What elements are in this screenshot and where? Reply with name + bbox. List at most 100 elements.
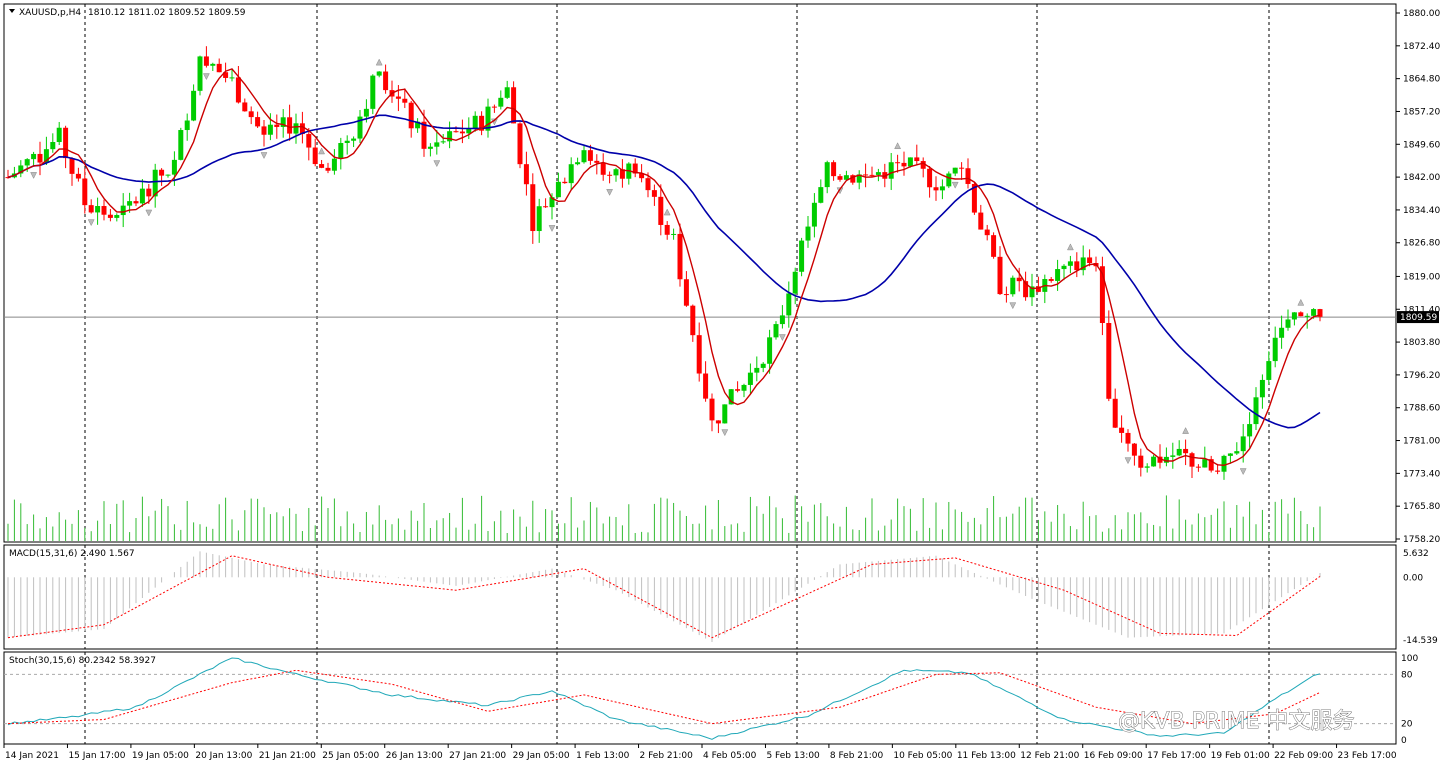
candle-body xyxy=(223,72,229,78)
candle-body xyxy=(1195,466,1201,468)
candle-body xyxy=(773,324,779,338)
candle-body xyxy=(952,167,958,174)
candle-body xyxy=(824,162,830,188)
candle-body xyxy=(760,363,766,368)
candle-body xyxy=(210,63,216,66)
stoch-main-line xyxy=(7,657,1321,740)
candle-body xyxy=(1202,459,1208,468)
candle-body xyxy=(171,159,177,175)
candle-body xyxy=(511,87,517,124)
candle-body xyxy=(767,337,773,364)
candle-body xyxy=(274,124,280,127)
candle-body xyxy=(133,201,139,204)
macd-header: MACD(15,31,6) 2.490 1.567 xyxy=(9,549,135,559)
time-tick-label: 14 Jan 2021 xyxy=(5,751,59,761)
time-tick-label: 27 Jan 21:00 xyxy=(449,751,506,761)
candle-body xyxy=(88,205,94,213)
time-tick-label: 19 Jan 05:00 xyxy=(132,751,189,761)
candle-body xyxy=(696,335,702,374)
candle-body xyxy=(888,162,894,179)
candle-body xyxy=(466,128,472,134)
candle-body xyxy=(651,190,657,197)
symbol-menu-icon[interactable] xyxy=(9,9,15,13)
time-tick-label: 10 Feb 05:00 xyxy=(893,751,952,761)
candle-body xyxy=(965,168,971,184)
candle-body xyxy=(1253,397,1259,425)
candle-body xyxy=(1266,361,1272,380)
candle-body xyxy=(1010,277,1016,295)
time-tick-label: 25 Jan 05:00 xyxy=(322,751,379,761)
stoch-panel[interactable] xyxy=(3,651,1397,745)
candle-body xyxy=(24,159,30,166)
candle-body xyxy=(594,160,600,163)
candle-body xyxy=(402,98,408,103)
candle-body xyxy=(779,315,785,325)
candle-body xyxy=(82,178,88,206)
candle-body xyxy=(946,173,952,187)
candle-body xyxy=(600,162,606,175)
candle-body xyxy=(920,161,926,169)
candle-body xyxy=(875,172,881,175)
candle-body xyxy=(165,174,171,176)
fractal-markers xyxy=(30,58,1305,476)
candle-body xyxy=(75,173,81,179)
candle-body xyxy=(690,305,696,336)
candle-body xyxy=(440,141,446,143)
candle-body xyxy=(1304,315,1310,317)
candle-body xyxy=(1240,436,1246,452)
candle-body xyxy=(127,201,133,206)
candle-body xyxy=(1189,453,1195,467)
candle-body xyxy=(267,124,273,135)
candle-body xyxy=(1151,456,1157,467)
candle-body xyxy=(479,115,485,131)
candle-body xyxy=(613,169,619,176)
candle-body xyxy=(728,389,734,405)
candle-body xyxy=(120,205,126,216)
candle-body xyxy=(971,183,977,213)
time-tick-label: 21 Jan 21:00 xyxy=(259,751,316,761)
candle-body xyxy=(837,176,843,180)
candle-body xyxy=(434,142,440,147)
candle-body xyxy=(978,212,984,230)
candle-body xyxy=(863,174,869,176)
candle-body xyxy=(549,197,555,208)
candle-body xyxy=(562,181,568,184)
candle-body xyxy=(203,56,209,66)
candle-body xyxy=(991,235,997,257)
price-tick-label: 1849.60 xyxy=(1403,140,1440,150)
time-tick-label: 4 Feb 05:00 xyxy=(703,751,757,761)
candle-body xyxy=(959,167,965,169)
fractal-arrow xyxy=(202,73,210,81)
macd-panel[interactable] xyxy=(3,544,1397,650)
fractal-arrow xyxy=(433,160,441,168)
candle-body xyxy=(287,117,293,134)
candle-body xyxy=(754,367,760,373)
ohlc-values: 1810.12 1811.02 1809.52 1809.59 xyxy=(88,8,246,18)
time-tick-label: 5 Feb 13:00 xyxy=(766,751,820,761)
candle-body xyxy=(197,56,203,91)
price-tick-label: 1765.80 xyxy=(1403,502,1440,512)
candle-body xyxy=(901,162,907,167)
candle-body xyxy=(248,111,254,118)
time-tick-label: 15 Jan 17:00 xyxy=(68,751,125,761)
candle-body xyxy=(408,102,414,129)
candle-body xyxy=(1106,323,1112,399)
candle-body xyxy=(498,97,504,107)
candle-body xyxy=(786,293,792,316)
candle-body xyxy=(792,271,798,294)
candle-body xyxy=(997,256,1003,295)
candle-body xyxy=(306,134,312,148)
time-tick-label: 12 Feb 21:00 xyxy=(1020,751,1079,761)
price-tick-label: 1826.80 xyxy=(1403,239,1440,249)
price-panel[interactable] xyxy=(3,3,1397,543)
time-tick-label: 19 Feb 01:00 xyxy=(1211,751,1270,761)
candle-body xyxy=(178,130,184,160)
candle-body xyxy=(664,224,670,235)
candle-body xyxy=(331,158,337,171)
candle-body xyxy=(555,181,561,198)
candle-body xyxy=(907,157,913,167)
candle-body xyxy=(107,214,113,218)
fractal-arrow xyxy=(1182,427,1190,434)
candle-body xyxy=(504,87,510,98)
